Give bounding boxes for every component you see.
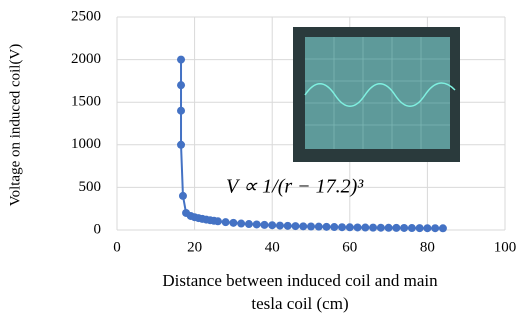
data-point — [385, 224, 393, 232]
data-point — [177, 56, 185, 64]
data-point — [330, 223, 338, 231]
data-point — [276, 222, 284, 230]
y-tick-label: 2500 — [71, 8, 101, 24]
data-point — [260, 221, 268, 229]
data-point — [237, 220, 245, 228]
data-point — [416, 224, 424, 232]
data-point — [179, 192, 187, 200]
x-axis-title: tesla coil (cm) — [251, 294, 348, 313]
data-point — [346, 223, 354, 231]
data-point — [431, 224, 439, 232]
x-tick-label: 40 — [265, 239, 280, 255]
data-point — [354, 223, 362, 231]
data-point — [253, 220, 261, 228]
y-tick-label: 1500 — [71, 94, 101, 110]
y-tick-label: 500 — [79, 179, 102, 195]
data-point — [177, 81, 185, 89]
data-point — [299, 222, 307, 230]
data-point — [400, 224, 408, 232]
y-tick-label: 2000 — [71, 51, 101, 67]
x-tick-label: 20 — [187, 239, 202, 255]
data-point — [423, 224, 431, 232]
data-point — [284, 222, 292, 230]
data-point — [439, 224, 447, 232]
x-tick-label: 60 — [342, 239, 357, 255]
x-tick-label: 100 — [494, 239, 517, 255]
data-point — [369, 224, 377, 232]
data-point — [229, 219, 237, 227]
data-point — [323, 223, 331, 231]
y-tick-label: 1000 — [71, 136, 101, 152]
x-axis-title: Distance between induced coil and main — [162, 271, 438, 290]
y-axis-title: Voltage on induced coil(V) — [7, 44, 23, 207]
data-point — [177, 141, 185, 149]
data-point — [245, 220, 253, 228]
data-point — [268, 221, 276, 229]
y-tick-label: 0 — [94, 221, 102, 237]
annotation: V ∝ 1/(r − 17.2)³ — [226, 176, 364, 198]
data-point — [177, 107, 185, 115]
data-point — [361, 224, 369, 232]
data-point — [392, 224, 400, 232]
data-point — [315, 223, 323, 231]
chart: Voltage on induced coil(V) Distance betw… — [0, 0, 519, 317]
data-point — [338, 223, 346, 231]
data-point — [408, 224, 416, 232]
data-point — [377, 224, 385, 232]
x-tick-label: 80 — [420, 239, 435, 255]
data-point — [214, 217, 222, 225]
oscilloscope-photo — [293, 27, 460, 162]
x-tick-label: 0 — [113, 239, 121, 255]
data-point — [291, 222, 299, 230]
data-point — [222, 218, 230, 226]
data-point — [307, 223, 315, 231]
